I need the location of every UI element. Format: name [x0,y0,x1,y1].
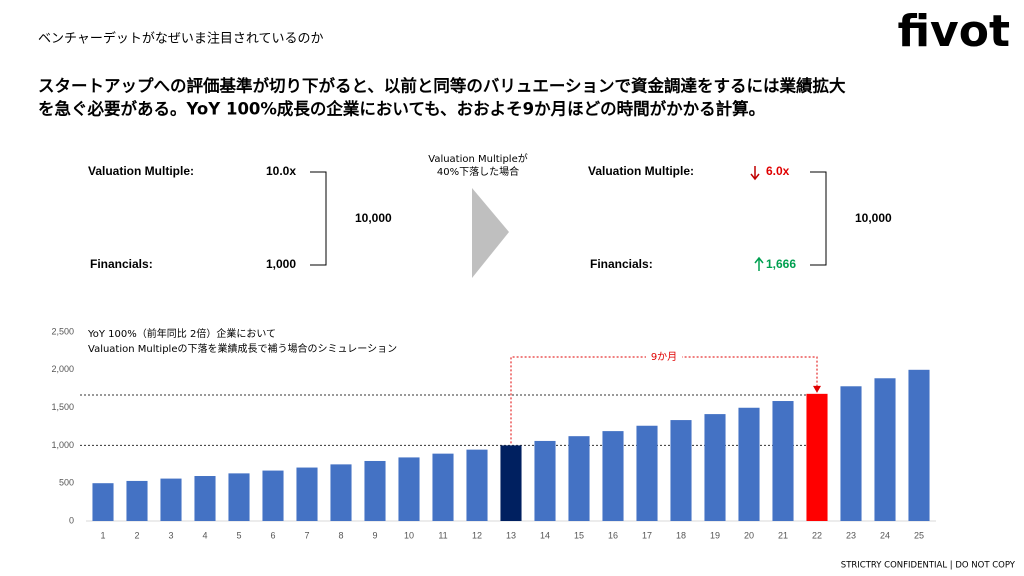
y-tick-label: 2,500 [51,326,74,336]
x-tick-label: 23 [846,530,856,540]
y-tick-label: 2,000 [51,364,74,374]
x-tick-label: 18 [676,530,686,540]
bar [772,401,794,521]
x-tick-label: 22 [812,530,822,540]
bar [364,460,386,521]
bar [534,440,556,521]
financials-value: 1,666 [766,257,796,271]
y-tick-label: 0 [69,515,74,525]
bar [738,407,760,521]
x-tick-label: 16 [608,530,618,540]
annotation-line [510,356,818,444]
chart-title: YoY 100%（前年同比 2倍）企業において [87,327,276,340]
x-tick-label: 10 [404,530,414,540]
financials-value: 1,000 [266,257,296,271]
bar [568,436,590,521]
x-tick-label: 5 [236,530,241,540]
valuation-value: 10,000 [855,211,892,225]
x-tick-label: 1 [100,530,105,540]
transition-label: Valuation Multipleが [428,152,528,165]
y-tick-label: 500 [59,478,74,488]
multiple-label: Valuation Multiple: [88,164,194,178]
x-tick-label: 20 [744,530,754,540]
x-tick-label: 15 [574,530,584,540]
y-tick-label: 1,000 [51,440,74,450]
bar [874,378,896,521]
bar [500,445,522,521]
arrow-shape [472,188,509,278]
bar [466,449,488,521]
bar [126,480,148,521]
multiple-value: 10.0x [266,164,296,178]
annotation-arrowhead [813,385,821,393]
x-tick-label: 25 [914,530,924,540]
chart-title: Valuation Multipleの下落を業績成長で補う場合のシミュレーション [88,342,397,355]
bar [398,457,420,521]
x-tick-label: 6 [270,530,275,540]
x-tick-label: 4 [202,530,207,540]
bar [432,453,454,521]
transition-label: 40%下落した場合 [437,165,519,178]
up-arrow [754,256,764,271]
footer: STRICTRY CONFIDENTIAL | DO NOT COPY [841,561,1016,571]
bar [636,425,658,521]
message-line: を急ぐ必要がある。YoY 100%成長の企業においても、おおよそ9か月ほどの時間… [38,99,765,119]
multiple-value: 6.0x [766,164,790,178]
bar [704,414,726,521]
bar [296,467,318,521]
bar [330,464,352,521]
x-tick-label: 9 [372,530,377,540]
x-tick-label: 19 [710,530,720,540]
y-tick-label: 1,500 [51,402,74,412]
subtitle: ベンチャーデットがなぜいま注目されているのか [38,31,323,47]
bar [602,431,624,521]
bar [262,470,284,521]
financials-label: Financials: [590,257,653,271]
bar [908,369,930,521]
bar [92,483,114,521]
bar [670,420,692,521]
x-tick-label: 7 [304,530,309,540]
bar [228,473,250,521]
x-tick-label: 21 [778,530,788,540]
x-tick-label: 8 [338,530,343,540]
x-tick-label: 11 [438,530,447,540]
down-arrow [750,166,760,181]
bar [840,386,862,521]
bar [194,476,216,521]
x-tick-label: 13 [506,530,516,540]
x-tick-label: 24 [880,530,890,540]
bracket [810,171,827,266]
x-tick-label: 17 [642,530,652,540]
logo: fivot [897,6,1010,57]
x-tick-label: 14 [540,530,550,540]
bracket [310,171,327,266]
multiple-label: Valuation Multiple: [588,164,694,178]
x-tick-label: 12 [472,530,482,540]
bar [806,393,828,521]
message-line: スタートアップへの評価基準が切り下がると、以前と同等のバリュエーションで資金調達… [38,76,846,96]
financials-label: Financials: [90,257,153,271]
annotation-bg [646,349,682,365]
bar [160,478,182,521]
x-tick-label: 3 [168,530,173,540]
valuation-value: 10,000 [355,211,392,225]
x-tick-label: 2 [134,530,139,540]
annotation-text: 9か月 [651,351,677,363]
